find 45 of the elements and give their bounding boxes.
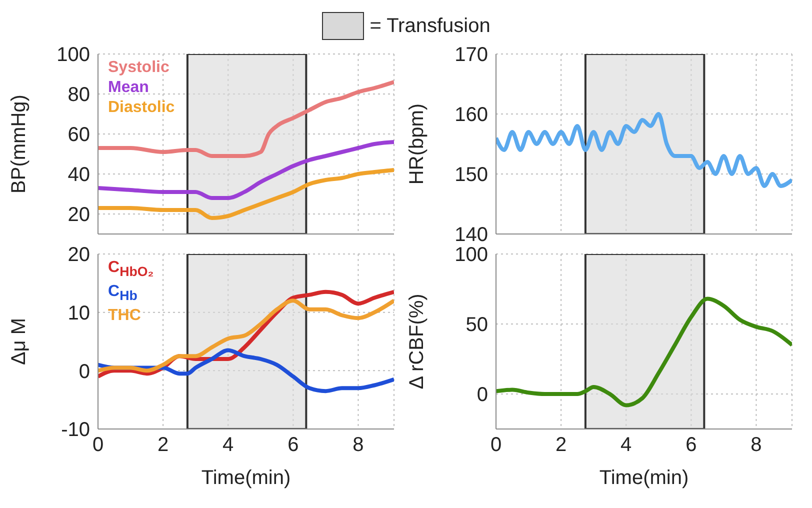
legend-label: = Transfusion [370,14,490,38]
y-tick-label: 50 [466,314,488,336]
line-series [98,168,394,220]
y-tick-label: 100 [56,44,90,66]
x-tick-label: 6 [288,434,299,456]
line-series [98,140,394,200]
text: C$_{HbO₂}$ [108,258,154,282]
y-tick-label: 10 [68,302,90,324]
line-series [496,112,792,188]
x-axis-title: Time(min) [599,467,689,489]
y-axis-title: HR(bpm) [406,103,428,185]
x-tick-label: 6 [686,434,697,456]
y-tick-label: 40 [68,164,90,186]
y-tick-label: 20 [68,204,90,226]
y-tick-label: 0 [78,360,90,383]
line-series [98,298,394,373]
y-tick-label: 20 [68,244,90,266]
y-tick-label: -10 [61,419,90,442]
y-tick-label: 160 [454,104,488,126]
y-axis-title: Δμ M [8,318,30,366]
text: Diastolic [108,98,175,118]
y-tick-label: 80 [68,84,90,106]
x-tick-label: 8 [352,434,364,456]
x-tick-label: 4 [222,434,234,456]
y-tick-label: 170 [454,44,488,66]
y-tick-label: 100 [454,244,488,266]
x-tick-label: 0 [92,434,104,456]
x-tick-label: 8 [750,434,762,456]
y-tick-label: 140 [454,224,488,246]
text: Systolic [108,58,170,78]
text: C$_{Hb}$ [108,282,138,306]
y-tick-label: 60 [68,124,90,146]
x-tick-label: 0 [490,434,502,456]
x-tick-label: 2 [555,434,567,456]
text: Mean [108,78,150,98]
y-axis-title: Δ rCBF(%) [406,294,428,390]
x-tick-label: 4 [620,434,632,456]
y-tick-label: 150 [454,164,488,186]
line-series [496,296,792,408]
line-series [98,80,394,158]
y-axis-title: BP(mmHg) [8,94,30,194]
x-tick-label: 2 [157,434,169,456]
y-tick-label: 0 [476,384,488,406]
text: THC [108,306,142,326]
x-axis-title: Time(min) [201,467,291,489]
